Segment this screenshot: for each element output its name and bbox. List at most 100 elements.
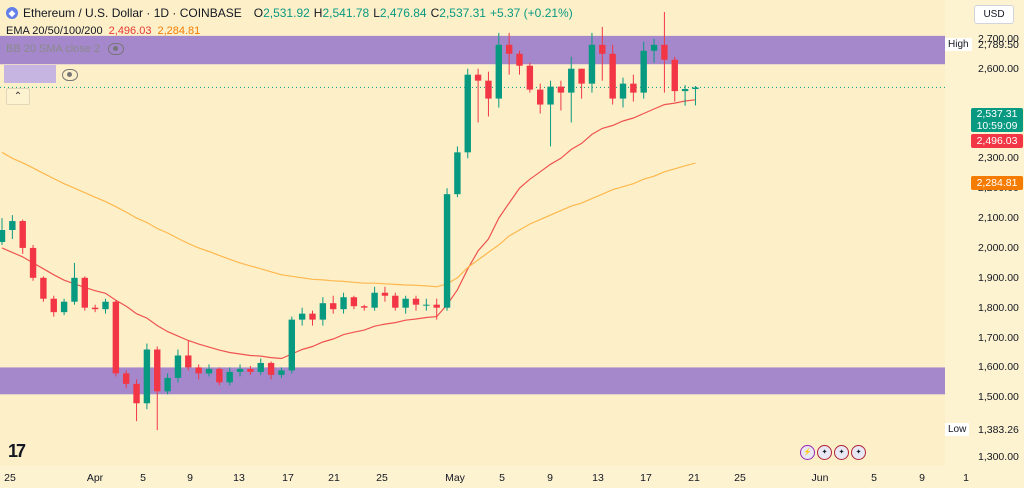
- candle-body-15: [154, 349, 161, 392]
- us-flag-icon[interactable]: ✦: [817, 445, 832, 460]
- time-tick: 17: [640, 472, 652, 484]
- high-tag-value: 2,789.50: [978, 39, 1019, 51]
- candle-body-34: [350, 297, 358, 307]
- time-tick: 9: [547, 472, 553, 484]
- series-line-ema-50: [1, 151, 696, 288]
- symbol-row: ◆ Ethereum / U.S. Dollar · 1D · COINBASE…: [6, 4, 573, 22]
- bb-row[interactable]: BB 20 SMA close 2: [6, 40, 573, 58]
- drawing-label-box[interactable]: [4, 65, 56, 83]
- candle-body-52: [537, 89, 544, 105]
- symbol-title[interactable]: Ethereum / U.S. Dollar · 1D · COINBASE: [23, 6, 242, 20]
- ema-row[interactable]: EMA 20/50/100/200 2,496.03 2,284.81: [6, 22, 573, 40]
- last-price-badge: 2,537.31 10:59:09: [971, 108, 1023, 132]
- ema50-value: 2,284.81: [157, 25, 201, 37]
- event-icon[interactable]: ⚡: [800, 445, 815, 460]
- last-price-value: 2,537.31: [976, 108, 1018, 120]
- time-tick: 25: [734, 472, 746, 484]
- series-line-ema-20: [1, 99, 696, 360]
- candle-body-27: [278, 370, 285, 375]
- candle-body-41: [423, 304, 430, 306]
- eye-hidden-icon[interactable]: [108, 43, 125, 55]
- price-tick: 1,800.00: [978, 301, 1019, 314]
- countdown-value: 10:59:09: [976, 120, 1018, 132]
- candle-body-67: [692, 87, 699, 90]
- candle-body-57: [588, 44, 596, 84]
- candle-body-3: [29, 247, 37, 278]
- candle-body-36: [371, 292, 378, 308]
- ema-label[interactable]: EMA 20/50/100/200: [6, 25, 103, 37]
- time-tick: 9: [919, 472, 925, 484]
- tradingview-logo[interactable]: 17: [8, 441, 26, 461]
- candle-body-25: [257, 362, 264, 372]
- low-label: L: [373, 6, 380, 20]
- time-tick: Apr: [86, 472, 104, 484]
- candle-body-39: [402, 298, 409, 308]
- price-tick: 1,500.00: [978, 391, 1019, 404]
- candle-body-37: [381, 292, 389, 296]
- candle-body-33: [340, 297, 347, 310]
- chart-pane[interactable]: [0, 0, 945, 466]
- change-value: +5.37 (+0.21%): [489, 6, 573, 20]
- candle-body-58: [599, 44, 606, 54]
- us-flag-icon[interactable]: ✦: [834, 445, 849, 460]
- zone-rect-1: [0, 367, 945, 395]
- price-tick: 2,700.00: [978, 32, 1019, 45]
- candle-body-17: [174, 355, 182, 378]
- time-tick: 17: [282, 472, 294, 484]
- time-scale[interactable]: [0, 466, 945, 488]
- candle-body-46: [474, 74, 482, 81]
- time-tick: 5: [871, 472, 877, 484]
- high-label: H: [313, 6, 323, 20]
- open-label: O: [253, 6, 264, 20]
- time-tick: 5: [140, 472, 146, 484]
- events-row[interactable]: ⚡ ✦ ✦ ✦: [800, 445, 866, 460]
- candle-body-8: [81, 277, 88, 308]
- candle-body-0: [0, 230, 6, 242]
- candle-body-50: [516, 53, 523, 66]
- price-scale[interactable]: [945, 0, 1024, 488]
- candle-body-14: [143, 349, 151, 404]
- time-tick: 13: [592, 472, 604, 484]
- price-tick: 1,300.00: [978, 451, 1019, 464]
- time-tick: 13: [233, 472, 245, 484]
- candlestick-chart[interactable]: [0, 0, 945, 466]
- candle-body-40: [412, 298, 420, 305]
- price-tick: 2,100.00: [978, 212, 1019, 225]
- candle-body-66: [681, 89, 689, 92]
- candle-body-20: [205, 368, 213, 374]
- price-tick: 2,600.00: [978, 62, 1019, 75]
- zone-rect-0: [0, 35, 945, 65]
- close-label: C: [430, 6, 440, 20]
- candle-body-44: [454, 152, 461, 195]
- candle-body-31: [319, 303, 327, 320]
- candle-body-5: [50, 298, 57, 313]
- low-value: 2,476.84: [379, 6, 427, 20]
- price-tick: 2,000.00: [978, 241, 1019, 254]
- candle-body-43: [443, 194, 451, 308]
- candle-body-62: [640, 50, 647, 93]
- candle-body-54: [557, 86, 565, 93]
- ema20-badge: 2,496.03: [971, 134, 1023, 148]
- chart-legend: ◆ Ethereum / U.S. Dollar · 1D · COINBASE…: [6, 4, 573, 58]
- time-tick: 25: [4, 472, 16, 484]
- us-flag-icon[interactable]: ✦: [851, 445, 866, 460]
- high-value: 2,541.78: [322, 6, 370, 20]
- price-tick: 2,300.00: [978, 152, 1019, 165]
- ethereum-icon: ◆: [6, 7, 18, 19]
- collapse-legend-button[interactable]: ⌃: [6, 88, 30, 105]
- candle-body-10: [102, 301, 109, 310]
- candle-body-30: [309, 313, 316, 320]
- eye-icon[interactable]: [62, 69, 78, 81]
- candle-body-64: [661, 44, 668, 60]
- candle-body-29: [298, 313, 306, 320]
- bb-label[interactable]: BB 20 SMA close 2: [6, 43, 101, 55]
- candle-body-2: [19, 221, 26, 248]
- open-value: 2,531.92: [263, 6, 310, 20]
- candle-body-45: [464, 74, 471, 153]
- candle-body-49: [505, 44, 513, 54]
- candle-body-42: [433, 304, 440, 308]
- candle-body-16: [164, 377, 171, 392]
- candle-body-48: [495, 44, 502, 99]
- low-tag-label: Low: [945, 423, 970, 436]
- currency-selector[interactable]: USD: [974, 5, 1014, 24]
